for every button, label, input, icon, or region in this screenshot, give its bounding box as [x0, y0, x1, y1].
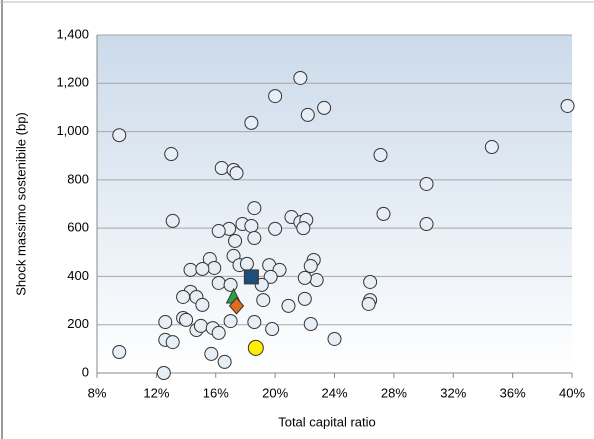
point — [165, 335, 180, 350]
x-tick-label: 40% — [559, 385, 585, 400]
plot-area — [97, 35, 572, 373]
point — [247, 201, 262, 216]
point — [265, 322, 280, 337]
point — [112, 128, 127, 143]
point — [179, 312, 194, 327]
y-tick-label: 1,400 — [56, 26, 89, 41]
y-tick-label: 400 — [67, 268, 89, 283]
point — [303, 259, 318, 274]
point — [158, 315, 173, 330]
point — [419, 217, 434, 232]
point — [247, 339, 264, 356]
y-tick-label: 1,000 — [56, 123, 89, 138]
point — [164, 147, 179, 162]
point — [263, 269, 278, 284]
point — [223, 277, 238, 292]
point — [211, 224, 226, 239]
point — [204, 346, 219, 361]
point — [317, 100, 332, 115]
point — [560, 98, 575, 113]
x-tick-label: 16% — [203, 385, 229, 400]
point — [243, 269, 259, 285]
point — [363, 274, 378, 289]
point — [373, 147, 388, 162]
point — [229, 166, 244, 181]
point — [268, 221, 283, 236]
x-tick-label: 20% — [262, 385, 288, 400]
x-tick-label: 24% — [321, 385, 347, 400]
point — [156, 366, 171, 380]
y-tick-label: 600 — [67, 220, 89, 235]
point — [112, 344, 127, 359]
point — [176, 289, 191, 304]
point — [300, 107, 315, 122]
point — [256, 293, 271, 308]
point — [303, 316, 318, 331]
point — [228, 297, 245, 315]
y-tick-label: 800 — [67, 171, 89, 186]
point — [244, 115, 259, 130]
point — [419, 176, 434, 191]
point — [327, 331, 342, 346]
point — [165, 213, 180, 228]
y-tick-label: 0 — [82, 364, 89, 379]
point — [376, 206, 391, 221]
point — [297, 291, 312, 306]
point — [214, 161, 229, 176]
point — [207, 260, 222, 275]
point — [296, 221, 311, 236]
point — [193, 318, 208, 333]
point — [247, 315, 262, 330]
y-tick-label: 200 — [67, 316, 89, 331]
point — [195, 297, 210, 312]
point — [244, 218, 259, 233]
x-axis-label: Total capital ratio — [278, 414, 376, 429]
x-tick-label: 28% — [381, 385, 407, 400]
point — [281, 298, 296, 313]
x-tick-label: 8% — [88, 385, 107, 400]
point — [268, 89, 283, 104]
point — [228, 233, 243, 248]
point — [223, 314, 238, 329]
y-tick-label: 1,200 — [56, 75, 89, 90]
point — [484, 140, 499, 155]
point — [211, 275, 226, 290]
x-tick-label: 32% — [440, 385, 466, 400]
point — [239, 256, 254, 271]
point — [293, 70, 308, 85]
x-tick-label: 12% — [143, 385, 169, 400]
point — [297, 270, 312, 285]
point — [361, 296, 376, 311]
point — [217, 354, 232, 369]
point — [195, 261, 210, 276]
point — [183, 262, 198, 277]
point — [211, 325, 226, 340]
x-tick-label: 36% — [500, 385, 526, 400]
point — [247, 231, 262, 246]
point — [309, 273, 324, 288]
y-axis-label: Shock massimo sostenibile (bp) — [13, 112, 28, 296]
